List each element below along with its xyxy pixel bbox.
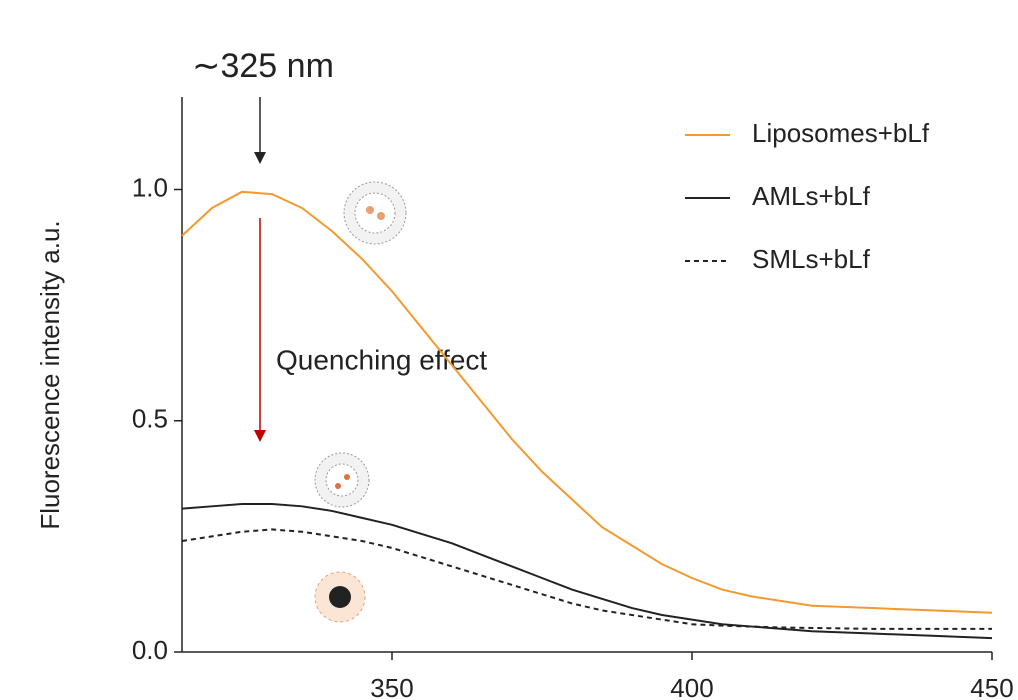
quenching-annotation: Quenching effect	[276, 344, 487, 375]
y-tick-label: 0.0	[132, 635, 168, 665]
x-tick-label: 450	[970, 673, 1013, 700]
series-line	[181, 528, 992, 630]
y-tick-label: 1.0	[132, 172, 168, 202]
sml-icon	[314, 571, 366, 623]
y-tick-label: 0.5	[132, 404, 168, 434]
aml-icon	[314, 452, 370, 508]
series-line	[181, 503, 993, 640]
liposome-icon	[343, 181, 407, 245]
legend-label: AMLs+bLf	[752, 181, 871, 211]
legend-label: SMLs+bLf	[752, 244, 871, 274]
y-axis-label: Fluorescence intensity a.u.	[35, 220, 65, 529]
x-tick-label: 350	[370, 673, 413, 700]
peak-arrowhead	[254, 152, 266, 164]
series-line	[181, 190, 993, 614]
peak-annotation: ∼325 nm	[192, 47, 334, 85]
quench-arrowhead	[254, 430, 266, 442]
legend-label: Liposomes+bLf	[752, 118, 930, 148]
x-tick-label: 400	[670, 673, 713, 700]
